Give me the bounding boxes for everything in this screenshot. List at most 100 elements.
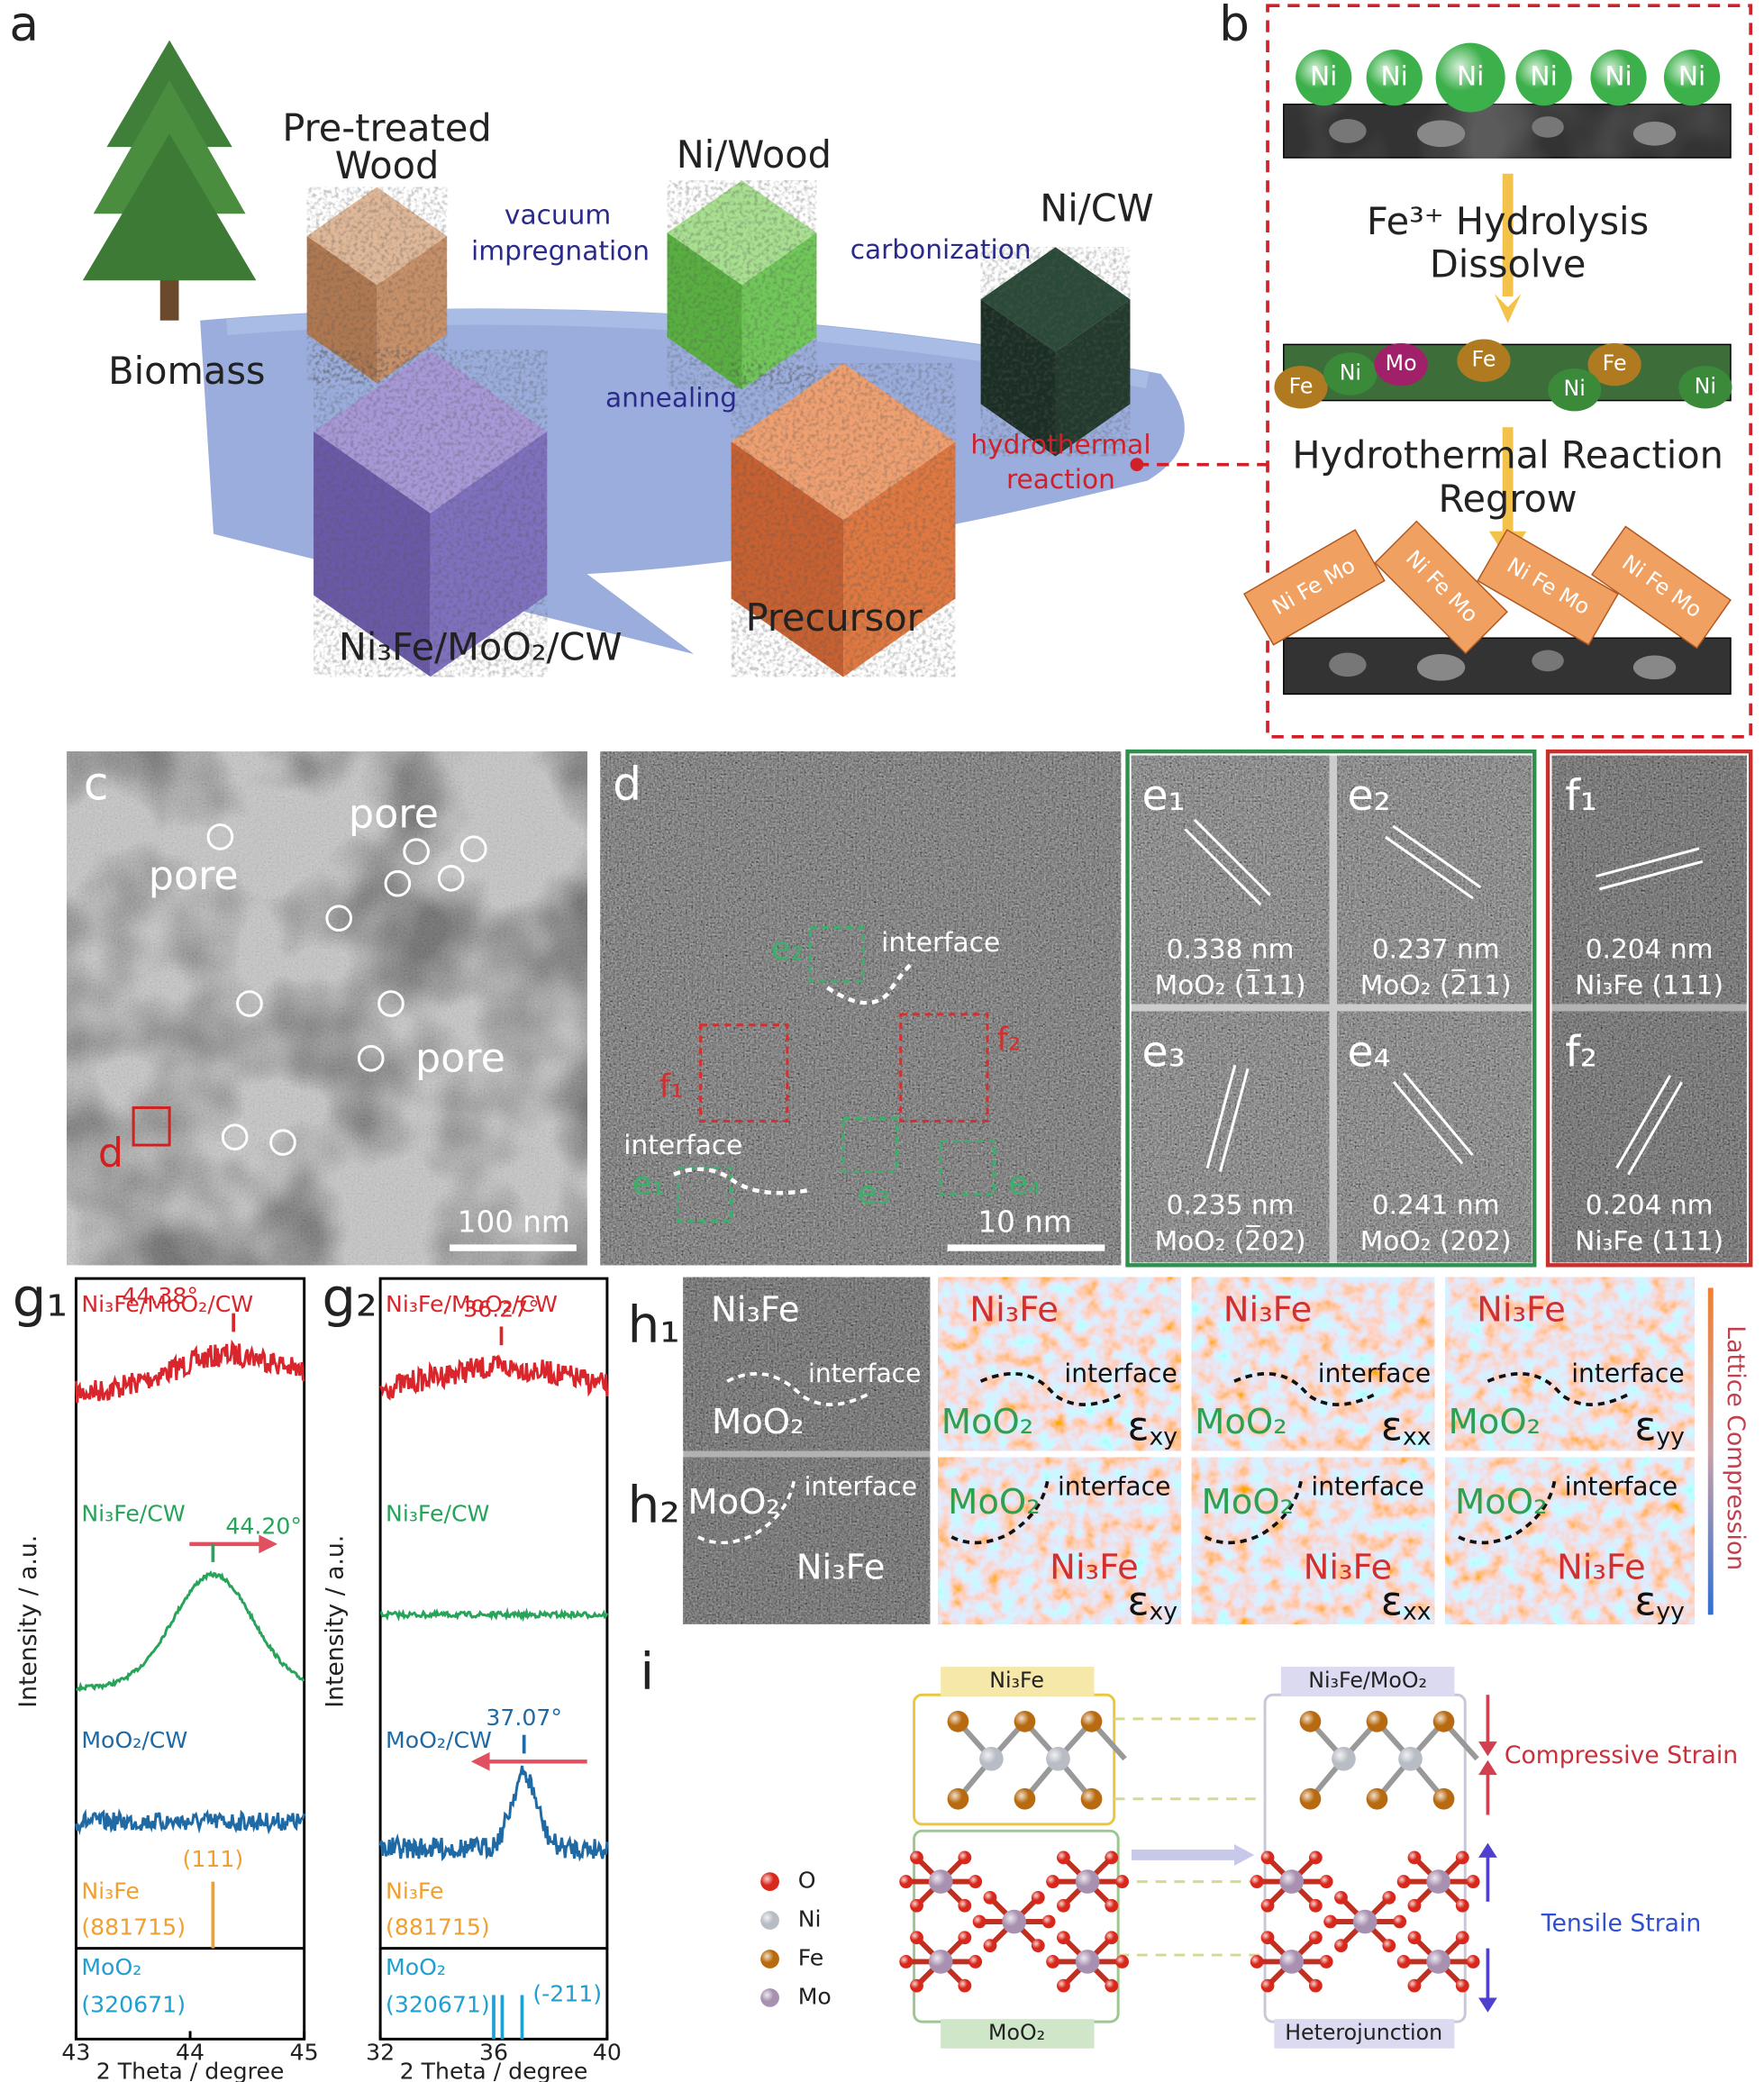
atom-shine xyxy=(1031,1939,1045,1953)
axis-title: 2 Theta / degree xyxy=(96,2058,285,2082)
panel-label: g₁ xyxy=(13,1266,68,1328)
panel-label: e₃ xyxy=(1141,1027,1185,1077)
phase-label: Ni₃Fe xyxy=(1304,1548,1393,1588)
ref-code: (881715) xyxy=(386,1914,490,1940)
stage-label: Precursor xyxy=(746,596,923,640)
atom-shine xyxy=(1366,1787,1388,1810)
phase-label: Ni₃Fe xyxy=(969,1290,1059,1331)
atom-shine xyxy=(1105,1850,1119,1865)
atom-shine xyxy=(1319,1955,1333,1968)
spacing-label: 0.237 nm xyxy=(1372,933,1500,964)
strain-symbol: ε xyxy=(1381,1404,1403,1450)
atom-shine xyxy=(1455,1978,1469,1993)
atom-shine xyxy=(1057,1978,1070,1993)
atom-shine xyxy=(1407,1850,1422,1865)
strain-caption: Tensile Strain xyxy=(1541,1909,1701,1937)
plane-label: Ni₃Fe (111) xyxy=(1575,1226,1723,1257)
interface-label: interface xyxy=(1058,1472,1170,1502)
panel-label: e₄ xyxy=(1348,1027,1391,1077)
scale-label: 10 nm xyxy=(977,1205,1071,1239)
hr-label: MoO₂ xyxy=(712,1402,805,1442)
legend-shine xyxy=(760,1988,779,2007)
axis-title: Intensity / a.u. xyxy=(322,1535,350,1708)
atom-shine xyxy=(1080,1787,1103,1810)
phase-label: Ni₃Fe xyxy=(1223,1290,1313,1331)
atom-shine xyxy=(1014,1711,1036,1732)
stage-label: Ni₃Fe/MoO₂/CW xyxy=(339,626,623,669)
pore-circles xyxy=(206,823,487,1156)
lattice-line xyxy=(1615,1075,1672,1169)
ion-label: Ni xyxy=(1340,359,1361,385)
atom-shine xyxy=(1398,1746,1423,1771)
spectrum xyxy=(74,1339,305,1404)
lattice-line xyxy=(1627,1081,1683,1176)
atom-shine xyxy=(1382,1890,1396,1905)
pore-label: pore xyxy=(149,853,239,899)
crystal: Ni Fe Mo xyxy=(1374,520,1508,655)
crystal: Ni Fe Mo xyxy=(1477,529,1619,646)
atom-shine xyxy=(1426,1869,1450,1894)
lattice-line xyxy=(1193,818,1271,896)
panel-label: f₂ xyxy=(1565,1027,1597,1077)
atom-shine xyxy=(1308,1898,1323,1913)
strain-sub: yy xyxy=(1656,1597,1685,1625)
ref-name: Ni₃Fe xyxy=(386,1877,443,1904)
crystal-body xyxy=(1243,529,1386,646)
stage-label: Biomass xyxy=(108,350,265,393)
atom-shine xyxy=(928,1950,953,1974)
step-label: Hydrothermal Reaction xyxy=(1292,433,1723,477)
strain-sub: yy xyxy=(1656,1423,1685,1450)
i-frames xyxy=(913,1667,1497,2049)
particle-label: Ni xyxy=(1530,61,1557,92)
panel-label: b xyxy=(1219,0,1250,52)
atom-shine xyxy=(983,1890,997,1905)
atom-shine xyxy=(1046,1746,1070,1771)
strain-label: εxy xyxy=(1128,1404,1178,1450)
ion-blob xyxy=(1374,342,1428,386)
pore-label: pore xyxy=(415,1036,505,1082)
atom-shine xyxy=(983,1939,997,1953)
atom-shine xyxy=(910,1898,923,1913)
particle-label: Ni xyxy=(1678,61,1705,92)
atom-shine xyxy=(1455,1898,1469,1913)
ion-label: Fe xyxy=(1289,373,1314,398)
panel-label: e₁ xyxy=(1141,771,1185,821)
ref-name: Ni₃Fe xyxy=(81,1877,139,1904)
particle-label: Ni xyxy=(1605,61,1632,92)
atom-shine xyxy=(1407,1978,1422,1993)
ion-label: Fe xyxy=(1472,347,1496,372)
atom-shine xyxy=(1046,1955,1059,1968)
atom-shine xyxy=(1041,1914,1056,1929)
atom-shine xyxy=(1466,1955,1480,1968)
panel-label: a xyxy=(9,0,39,52)
ref-line-label: (111) xyxy=(183,1846,244,1872)
lattice-line xyxy=(1184,828,1262,906)
atom-shine xyxy=(1334,1890,1348,1905)
tem-images xyxy=(67,749,1753,1268)
lattice-line xyxy=(1218,1068,1250,1172)
panel-label: e₂ xyxy=(1348,771,1391,821)
stage-label: Wood xyxy=(335,144,440,187)
box-title: Heterojunction xyxy=(1285,2020,1442,2045)
legend-label: Fe xyxy=(798,1944,824,1970)
atom-shine xyxy=(958,1931,972,1945)
strain-caption: Compressive Strain xyxy=(1505,1741,1738,1769)
atom-shine xyxy=(1393,1914,1407,1929)
ion-blob xyxy=(1274,366,1328,409)
ni-shine xyxy=(1296,50,1352,106)
phase-label: Ni₃Fe xyxy=(1050,1548,1139,1588)
atom-shine xyxy=(958,1978,972,1993)
legend-shine xyxy=(760,1950,779,1968)
peak-label: 44.20° xyxy=(225,1513,302,1539)
atom-shine xyxy=(1352,1909,1378,1934)
region-label: d xyxy=(98,1131,123,1177)
strain-symbol: ε xyxy=(1128,1404,1150,1450)
d-region-box xyxy=(132,1106,171,1147)
atom-shine xyxy=(1105,1931,1119,1945)
strain-sub: xx xyxy=(1403,1423,1432,1450)
ref-code: (320671) xyxy=(386,1991,490,2017)
scale-label: 100 nm xyxy=(458,1205,570,1239)
ref-line-label: (-211) xyxy=(532,1980,602,2006)
lattice-line xyxy=(1392,824,1482,889)
